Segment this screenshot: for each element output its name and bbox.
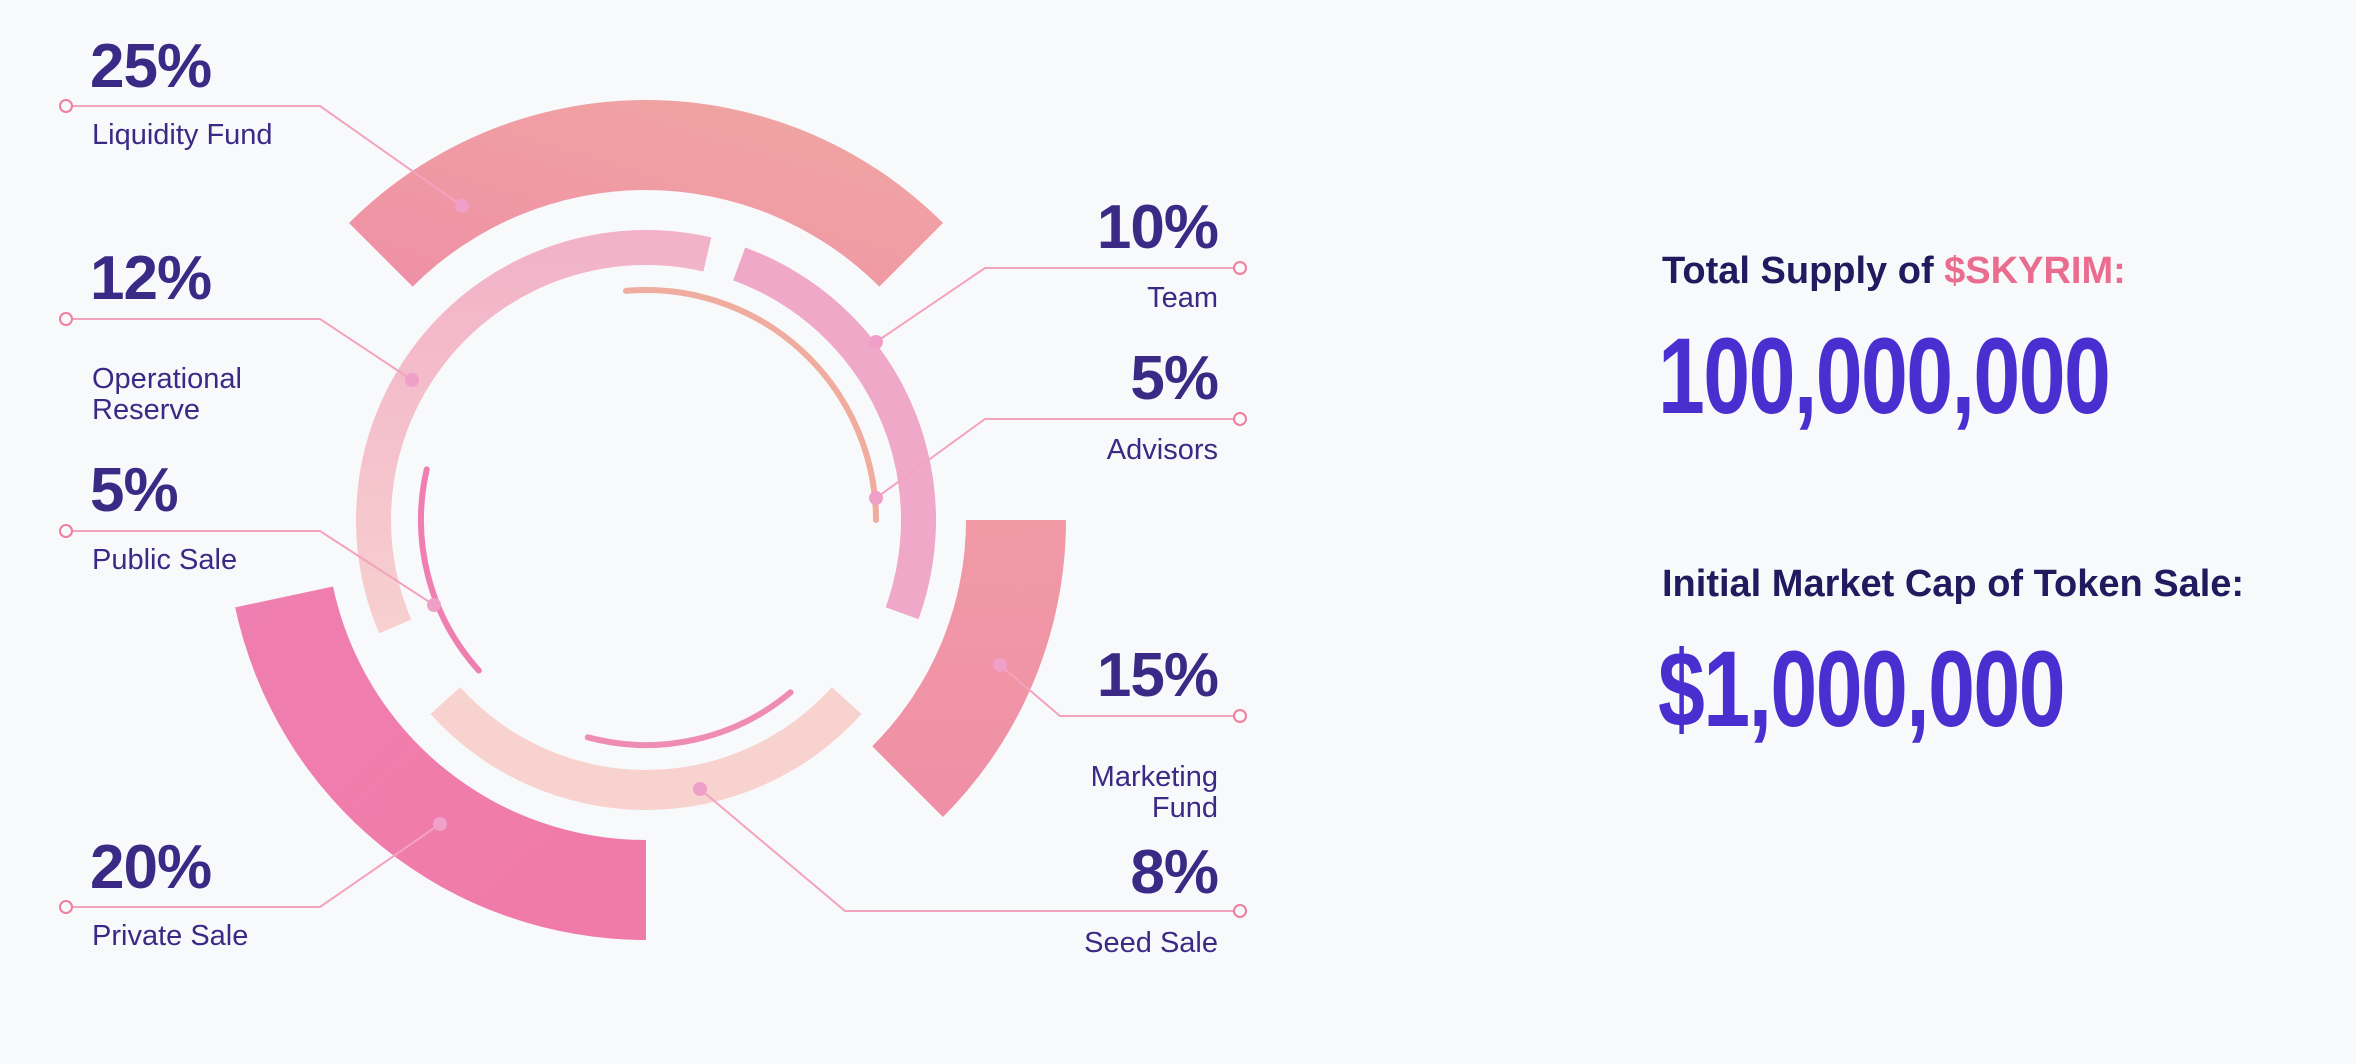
market-cap-heading: Initial Market Cap of Token Sale: [1662,563,2245,605]
label-advisors: Advisors [1106,434,1218,466]
leader-public-sale [59,524,441,612]
leader-seed-sale [693,782,1247,918]
label-operational-reserve: Operational Reserve [92,333,332,426]
arc-liquidity-fund [349,100,943,287]
token-symbol: $SKYRIM: [1944,250,2126,292]
leader-private-sale [59,817,447,914]
label-public-sale: Public Sale [92,544,238,576]
pct-liquidity-fund: 25% [90,32,212,101]
label-liquidity-fund: Liquidity Fund [92,119,273,151]
arc-seed-sale [430,687,862,811]
pct-public-sale: 5% [90,456,179,525]
pct-team: 10% [1096,193,1219,262]
label-operational-reserve-text: Operational Reserve [92,363,242,426]
pct-private-sale: 20% [90,833,212,902]
pct-marketing-fund: 15% [1096,641,1219,710]
arc-marketing-fund [872,520,1066,817]
total-supply-value: 100,000,000 [1658,315,2111,436]
leader-team [869,261,1247,349]
label-private-sale: Private Sale [92,920,249,952]
arc-team [733,247,936,620]
arc-public-sale [418,466,482,674]
label-marketing-fund: Marketing Fund [1018,731,1218,824]
pct-advisors: 5% [1130,344,1219,413]
pct-operational-reserve: 12% [90,244,212,313]
total-supply-prefix: Total Supply of [1662,250,1945,292]
market-cap-value: $1,000,000 [1658,628,2066,749]
leader-marketing-fund [993,658,1247,723]
arc-inner-bottom [584,689,794,748]
label-seed-sale: Seed Sale [1084,927,1218,959]
total-supply-heading: Total Supply of $SKYRIM: [1662,250,2126,293]
arc-private-sale [235,586,646,940]
token-allocation-chart [59,99,1247,940]
leader-operational-reserve [59,312,419,387]
label-marketing-fund-text: Marketing Fund [1090,761,1218,824]
leader-liquidity-fund [59,99,469,213]
label-team: Team [1147,282,1218,314]
arc-advisors [622,287,879,523]
pct-seed-sale: 8% [1130,838,1219,907]
arc-operational-reserve [356,230,712,634]
leader-advisors [869,412,1247,505]
